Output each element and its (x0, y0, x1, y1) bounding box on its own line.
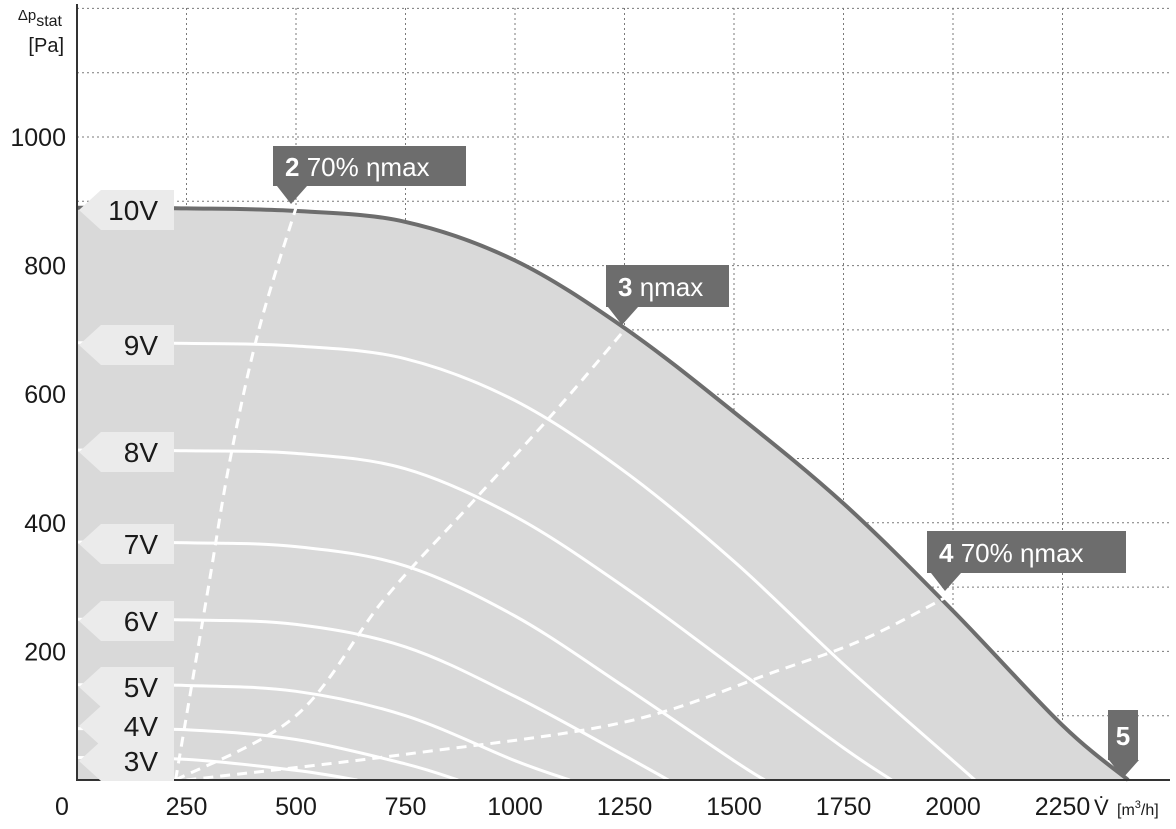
voltage-tab-shape (79, 601, 174, 641)
voltage-tab-label: 10V (108, 195, 158, 226)
series-line-8V (76, 448, 893, 782)
voltage-tab-shape (79, 706, 174, 746)
efficiency-line-2 (174, 207, 298, 781)
efficiency-lines (174, 207, 954, 782)
y-tick-label: 1000 (10, 124, 66, 152)
x-axis-symbol: V̇ (1094, 795, 1109, 820)
callout-label: 70% ηmax (953, 538, 1083, 568)
efficiency-line-4 (186, 592, 954, 782)
x-tick-label: 750 (385, 793, 427, 821)
series-line-9V (76, 341, 976, 782)
callout-label: 70% ηmax (299, 152, 429, 182)
callout-box (606, 265, 729, 325)
svg-text:Δpstat: Δpstat (18, 7, 63, 30)
voltage-tab-shape (79, 524, 174, 564)
y-axis-label: Δpstat [Pa] (18, 7, 64, 57)
y-tick-label: 400 (24, 510, 66, 538)
x-tick-label: 500 (275, 793, 317, 821)
plot-frame (76, 4, 1170, 781)
x-axis-unit-power: 3 (1135, 799, 1141, 811)
efficiency-callout-5: 5 (1108, 710, 1139, 778)
voltage-tab-6V: 6V (79, 601, 174, 641)
efficiency-line-3 (174, 328, 626, 782)
x-tick-label: 250 (166, 793, 208, 821)
callout-text: 3 ηmax (618, 272, 703, 302)
x-tick-label: 1250 (597, 793, 653, 821)
efficiency-callout-3: 3 ηmax (606, 265, 729, 325)
svg-text:[m3/h]: [m3/h] (1117, 799, 1159, 819)
voltage-tab-label: 6V (124, 606, 159, 637)
callout-text: 4 70% ηmax (939, 538, 1084, 568)
series-line-6V (76, 617, 670, 782)
voltage-tab-9V: 9V (79, 325, 174, 365)
voltage-tab-shape (79, 325, 174, 365)
voltage-tab-4V: 4V (79, 706, 174, 746)
envelope-area (76, 205, 1130, 782)
voltage-tab-shape (79, 432, 174, 472)
x-tick-label: 1000 (487, 793, 543, 821)
voltage-tab-label: 7V (124, 529, 159, 560)
callout-box (273, 146, 466, 204)
voltage-tab-10V: 10V (79, 190, 174, 230)
axis-ticks: 0 250 500 750 1000 1250 1500 1750 2000 2250 200 400… (10, 124, 1090, 821)
x-tick-label: 2000 (925, 793, 981, 821)
y-axis-subscript: stat (36, 13, 62, 30)
x-axis-unit-prefix: [m (1117, 802, 1135, 819)
x-tick-label: 2250 (1035, 793, 1091, 821)
voltage-curves (76, 341, 976, 782)
callout-box (1108, 710, 1139, 778)
x-axis-unit-suffix: /h] (1141, 802, 1159, 819)
voltage-label-tabs: 10V 9V 8V 7V 6V 5V 4V 3V (79, 190, 174, 781)
callout-label: ηmax (632, 272, 703, 302)
y-axis-unit: [Pa] (28, 35, 64, 57)
y-tick-label: 800 (24, 253, 66, 281)
series-line-7V (76, 540, 766, 782)
voltage-tab-shape (79, 190, 174, 230)
efficiency-callout-2: 2 70% ηmax (273, 146, 466, 204)
efficiency-callouts: 2 70% ηmax 3 ηmax 4 70% ηmax 5 (273, 146, 1139, 778)
voltage-tab-7V: 7V (79, 524, 174, 564)
voltage-tab-shape (79, 741, 174, 781)
voltage-tab-shape (79, 667, 174, 707)
x-axis-label: V̇ [m3/h] (1094, 795, 1159, 820)
envelope-fill (77, 207, 1129, 780)
callout-number: 5 (1116, 721, 1130, 751)
x-tick-label: 1750 (816, 793, 872, 821)
envelope-line-10V (76, 205, 1130, 782)
callout-box (927, 531, 1126, 591)
efficiency-callout-4: 4 70% ηmax (927, 531, 1126, 591)
voltage-tab-label: 9V (124, 330, 159, 361)
callout-number: 2 (285, 152, 299, 182)
y-tick-label: 200 (24, 638, 66, 666)
voltage-tab-3V: 3V (79, 741, 174, 781)
voltage-tab-label: 3V (124, 746, 159, 777)
voltage-tab-8V: 8V (79, 432, 174, 472)
callout-number: 4 (939, 538, 954, 568)
voltage-tab-label: 8V (124, 437, 159, 468)
callout-number: 3 (618, 272, 632, 302)
callout-text: 5 (1116, 721, 1130, 751)
y-axis-symbol: Δp (18, 7, 36, 24)
x-tick-label: 1500 (706, 793, 762, 821)
voltage-tab-5V: 5V (79, 667, 174, 707)
voltage-tab-label: 5V (124, 672, 159, 703)
voltage-tab-label: 4V (124, 711, 159, 742)
y-tick-label: 600 (24, 381, 66, 409)
callout-text: 2 70% ηmax (285, 152, 430, 182)
x-tick-label: 0 (55, 793, 69, 821)
